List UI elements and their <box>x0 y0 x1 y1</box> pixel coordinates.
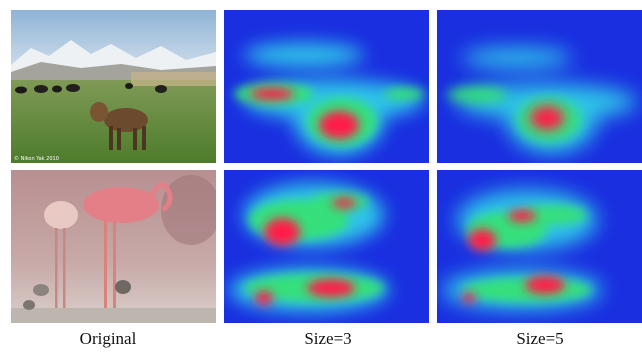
caption-size5: Size=5 <box>516 329 564 348</box>
caption-original: Original <box>79 329 137 348</box>
heatmap-size5-row2 <box>437 170 642 323</box>
heatmap-size3-row1 <box>224 10 429 163</box>
original-photo-flamingos <box>11 170 216 323</box>
caption-size3: Size=3 <box>304 329 352 348</box>
watermark-text: © Nikon Yak 2010 <box>14 155 59 162</box>
original-photo-yak: © Nikon Yak 2010 <box>11 10 216 163</box>
heatmap-size3-row2 <box>224 170 429 323</box>
heatmap-size5-row1 <box>437 10 642 163</box>
